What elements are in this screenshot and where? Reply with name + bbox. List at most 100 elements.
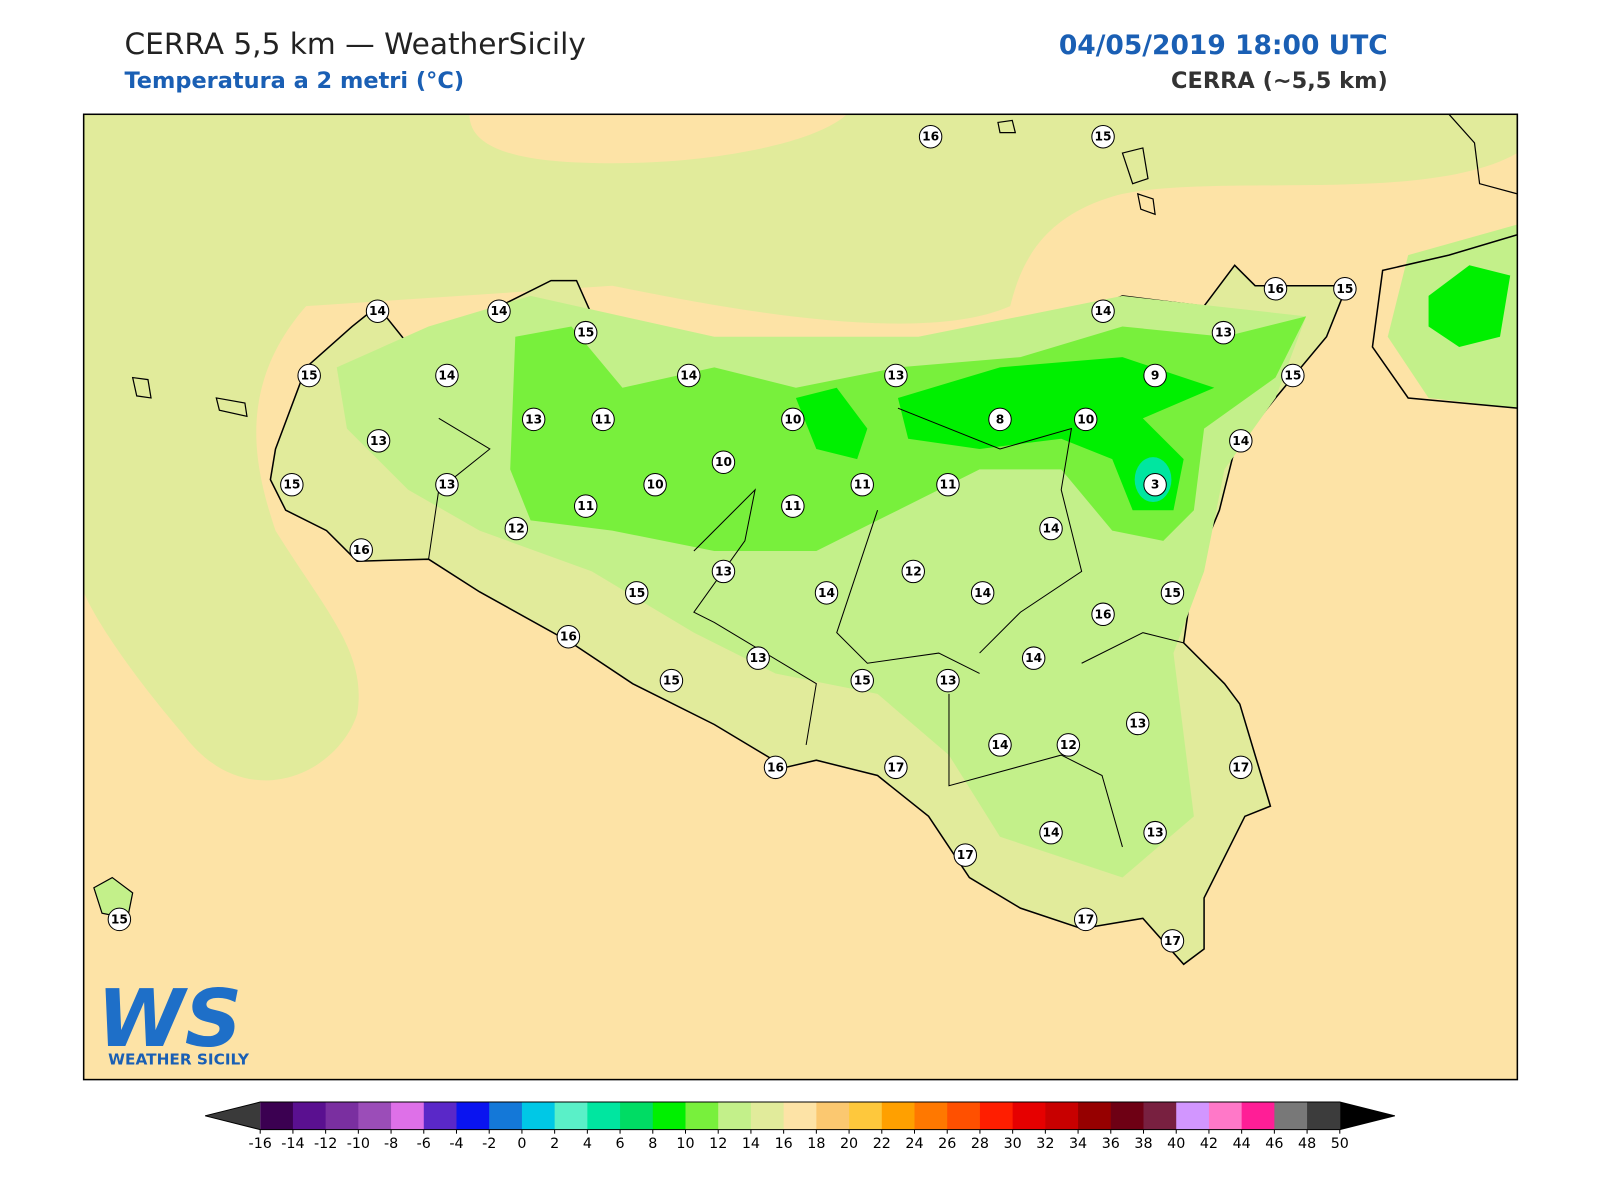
station: 10	[781, 407, 805, 432]
station-value: 14	[438, 369, 455, 383]
station-marker	[573, 320, 598, 345]
colorbar-tick-label: 26	[938, 1136, 956, 1152]
station-value: 14	[369, 304, 386, 318]
station-value: 14	[490, 304, 507, 318]
field-16	[469, 114, 847, 164]
colorbar-segment	[260, 1102, 294, 1130]
station: 15	[850, 668, 874, 693]
colorbar-tick-label: 24	[905, 1136, 923, 1152]
station: 14	[988, 733, 1012, 757]
station: 16	[1091, 602, 1115, 627]
colorbar-tick-label: 12	[709, 1136, 727, 1152]
logo: WS WEATHER SICILY	[97, 972, 250, 1068]
station-value: 13	[750, 651, 767, 665]
station-marker	[1091, 299, 1115, 323]
station: 13	[746, 646, 770, 670]
station-value: 11	[784, 499, 801, 513]
station: 12	[901, 559, 925, 584]
station-marker	[1056, 733, 1081, 757]
colorbar-segment	[1241, 1102, 1275, 1130]
station-marker	[677, 363, 701, 388]
field-14	[83, 114, 1518, 781]
colorbar-segment	[587, 1102, 621, 1130]
station-marker	[781, 407, 805, 432]
title: CERRA 5,5 km — WeatherSicily	[124, 27, 585, 61]
station: 16	[918, 125, 943, 149]
station-marker	[850, 472, 874, 497]
station-marker	[1263, 277, 1288, 301]
station-marker	[1091, 125, 1115, 149]
colorbar-tick-label: 28	[971, 1136, 989, 1152]
colorbar-tick-label: 42	[1200, 1136, 1218, 1152]
stations: 16 15 14 14 15 14 16 15 13 15 14 14 13 9 15 13 11 10 8 10 13…	[107, 125, 1357, 953]
colorbar-tick-label: 8	[648, 1136, 657, 1152]
station-value: 16	[560, 630, 577, 644]
station-marker	[1039, 820, 1063, 845]
field-calabria-8	[1428, 265, 1511, 347]
station-value: 14	[1025, 651, 1042, 665]
station-marker	[1039, 516, 1063, 541]
station: 10	[711, 450, 736, 474]
colorbar-segment	[292, 1102, 327, 1130]
colorbar-segment	[718, 1102, 752, 1130]
station: 15	[280, 472, 304, 497]
station-value: 11	[939, 478, 956, 492]
station: 9	[1143, 363, 1167, 388]
station: 12	[1056, 733, 1081, 757]
colorbar-tick-label: 40	[1167, 1136, 1185, 1152]
colorbar-segment	[1176, 1102, 1210, 1130]
station-value: 14	[1095, 304, 1112, 318]
colorbar-segment	[947, 1102, 981, 1130]
station-marker	[659, 668, 684, 693]
colorbar-tick-label: 32	[1036, 1136, 1054, 1152]
station: 10	[1073, 407, 1098, 432]
station-marker	[850, 668, 874, 693]
station-value: 13	[525, 412, 542, 426]
station-marker	[953, 843, 978, 867]
station-marker	[901, 559, 925, 584]
station-marker	[1281, 363, 1305, 388]
station-value: 17	[957, 848, 974, 862]
station: 16	[349, 538, 373, 562]
colorbar-segment	[816, 1102, 850, 1130]
station: 13	[521, 407, 546, 432]
station: 14	[1091, 299, 1115, 323]
station-value: 12	[905, 564, 922, 578]
station: 16	[763, 755, 788, 780]
station-value: 12	[508, 522, 525, 536]
station-marker	[1021, 646, 1046, 670]
station-marker	[487, 299, 511, 323]
station-value: 16	[1267, 282, 1284, 296]
map: 16 15 14 14 15 14 16 15 13 15 14 14 13 9 15 13 11 10 8 10 13…	[83, 114, 1518, 1080]
colorbar-tick-label: 2	[550, 1136, 559, 1152]
colorbar-segment	[1110, 1102, 1145, 1130]
colorbar-segment	[1012, 1102, 1046, 1130]
pantelleria	[93, 876, 134, 920]
station-value: 17	[1232, 760, 1249, 774]
station: 15	[1281, 363, 1305, 388]
station-marker	[936, 472, 960, 497]
station-marker	[1211, 320, 1236, 345]
station-marker	[1073, 907, 1098, 932]
colorbar-tick-label: 50	[1331, 1136, 1349, 1152]
colorbar-tick-label: -8	[384, 1136, 398, 1152]
colorbar-tick-label: 22	[873, 1136, 891, 1152]
station-value: 15	[663, 674, 680, 688]
colorbar-tick-label: -6	[417, 1136, 431, 1152]
station-value: 11	[854, 478, 871, 492]
station: 15	[297, 363, 321, 388]
station-value: 17	[887, 760, 904, 774]
station: 13	[435, 472, 459, 497]
station-marker	[591, 407, 615, 432]
station: 11	[781, 494, 805, 518]
station-value: 14	[1232, 434, 1249, 448]
colorbar-segment	[358, 1102, 392, 1130]
station: 16	[1263, 277, 1288, 301]
colorbar-tick-label: 46	[1265, 1136, 1283, 1152]
station: 17	[884, 755, 908, 780]
station-marker	[970, 581, 995, 605]
colorbar-tick-label: -16	[249, 1136, 272, 1152]
colorbar-segment	[652, 1102, 687, 1130]
colorbar-segment	[1045, 1102, 1079, 1130]
station: 14	[814, 581, 839, 605]
